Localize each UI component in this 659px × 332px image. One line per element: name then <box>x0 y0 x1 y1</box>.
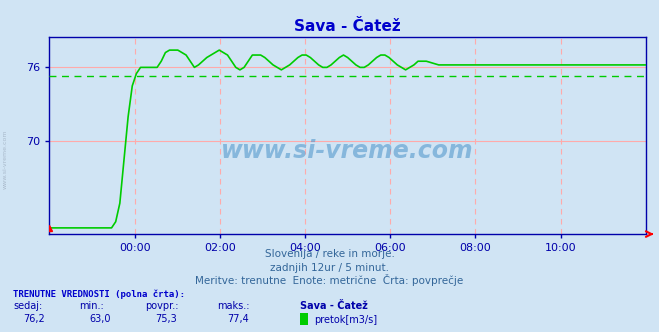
Text: sedaj:: sedaj: <box>13 301 42 311</box>
Text: pretok[m3/s]: pretok[m3/s] <box>314 315 378 325</box>
Text: min.:: min.: <box>79 301 104 311</box>
Text: 63,0: 63,0 <box>89 314 111 324</box>
Text: Sava - Čatež: Sava - Čatež <box>300 301 368 311</box>
Text: www.si-vreme.com: www.si-vreme.com <box>3 129 8 189</box>
Text: 76,2: 76,2 <box>23 314 45 324</box>
Text: www.si-vreme.com: www.si-vreme.com <box>221 139 474 163</box>
Text: povpr.:: povpr.: <box>145 301 179 311</box>
Text: 77,4: 77,4 <box>227 314 249 324</box>
Text: Slovenija / reke in morje.: Slovenija / reke in morje. <box>264 249 395 259</box>
Text: zadnjih 12ur / 5 minut.: zadnjih 12ur / 5 minut. <box>270 263 389 273</box>
Text: Meritve: trenutne  Enote: metrične  Črta: povprečje: Meritve: trenutne Enote: metrične Črta: … <box>195 274 464 286</box>
Text: 75,3: 75,3 <box>155 314 177 324</box>
Title: Sava - Čatež: Sava - Čatež <box>295 19 401 34</box>
Text: TRENUTNE VREDNOSTI (polna črta):: TRENUTNE VREDNOSTI (polna črta): <box>13 290 185 299</box>
Text: maks.:: maks.: <box>217 301 250 311</box>
